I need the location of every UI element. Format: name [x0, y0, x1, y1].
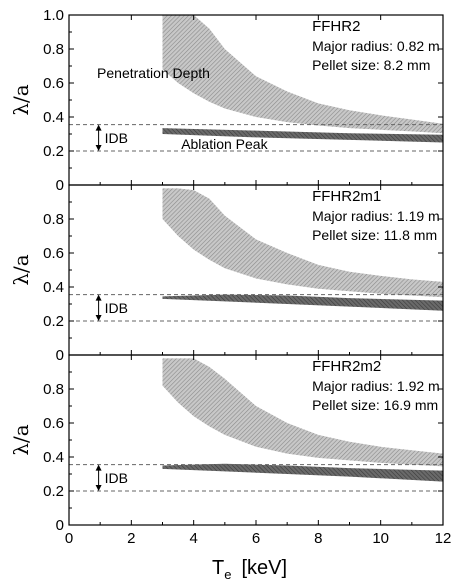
x-tick-label-2: 2	[127, 530, 135, 547]
ablation-band-2	[162, 294, 443, 311]
y-tick-label-1-1: 0.2	[43, 143, 64, 160]
penetration-band-1	[162, 15, 443, 134]
panel-title-2: FFHR2m1	[312, 188, 381, 205]
panel-note-1-2: Pellet size: 8.2 mm	[312, 57, 430, 73]
idb-arrow-head-down-3	[95, 485, 102, 491]
panel-title-3: FFHR2m2	[312, 358, 381, 375]
idb-label-1: IDB	[105, 130, 128, 146]
y-tick-label-1-5: 1.0	[43, 7, 64, 24]
y-tick-label-3-1: 0.2	[43, 483, 64, 500]
idb-arrow-head-up-1	[95, 124, 102, 131]
ablation-band-3	[162, 463, 443, 482]
y-tick-label-3-0: 0	[56, 517, 64, 534]
panel-note-3-2: Pellet size: 16.9 mm	[312, 397, 438, 413]
penetration-band-3	[162, 358, 443, 467]
panel-note-2-1: Major radius: 1.19 m	[312, 208, 440, 224]
idb-arrow-head-down-1	[95, 145, 102, 151]
ablation-peak-label: Ablation Peak	[181, 136, 268, 152]
y-tick-label-3-3: 0.6	[43, 415, 64, 432]
chart-panel-3: IDB FFHR2m2 Major radius: 1.92 m Pellet siz…	[43, 354, 452, 547]
x-tick-label-8: 8	[314, 530, 322, 547]
y-tick-label-1-2: 0.4	[43, 109, 64, 126]
y-tick-label-3-4: 0.8	[43, 381, 64, 398]
panels-group: IDB Penetration Depth Ablation Peak FFHR2 Ma…	[43, 7, 451, 547]
idb-label-2: IDB	[105, 300, 128, 316]
y-axis-label-bottom: λ/a	[9, 424, 33, 455]
panel-note-1-1: Major radius: 0.82 m	[312, 38, 440, 54]
y-tick-label-1-4: 0.8	[43, 41, 64, 58]
chart-panel-1: IDB Penetration Depth Ablation Peak FFHR2 Ma…	[43, 7, 444, 194]
idb-arrow-head-up-3	[95, 464, 102, 471]
y-axis-label-top: λ/a	[9, 84, 33, 115]
y-tick-label-2-2: 0.4	[43, 279, 64, 296]
panel-note-2-2: Pellet size: 11.8 mm	[312, 227, 437, 243]
x-axis-label-sub: e	[224, 567, 231, 582]
x-tick-label-10: 10	[372, 530, 389, 547]
x-tick-label-4: 4	[189, 530, 197, 547]
chart-panel-2: IDB FFHR2m1 Major radius: 1.19 m Pellet siz…	[43, 184, 444, 364]
y-tick-label-3-2: 0.4	[43, 449, 64, 466]
idb-arrow-head-up-2	[95, 294, 102, 301]
x-axis-label: Te [keV]	[212, 557, 287, 582]
panel-title-1: FFHR2	[312, 18, 360, 35]
x-tick-label-0: 0	[65, 530, 73, 547]
y-tick-label-2-0: 0	[56, 347, 64, 364]
x-tick-label-6: 6	[252, 530, 260, 547]
panel-note-3-1: Major radius: 1.92 m	[312, 378, 440, 394]
y-tick-label-2-1: 0.2	[43, 313, 64, 330]
y-tick-label-1-0: 0	[56, 177, 64, 194]
ablation-band-1	[162, 128, 443, 143]
penetration-band-2	[162, 188, 443, 298]
y-tick-label-2-3: 0.6	[43, 245, 64, 262]
idb-label-3: IDB	[105, 470, 128, 486]
y-tick-label-2-4: 0.8	[43, 211, 64, 228]
x-axis-label-unit: [keV]	[241, 557, 287, 579]
idb-arrow-head-down-2	[95, 315, 102, 321]
penetration-depth-label: Penetration Depth	[97, 65, 210, 81]
y-tick-label-1-3: 0.6	[43, 75, 64, 92]
x-axis-label-main: T	[212, 557, 224, 579]
y-axis-label-middle: λ/a	[9, 254, 33, 285]
x-tick-label-12: 12	[435, 530, 452, 547]
